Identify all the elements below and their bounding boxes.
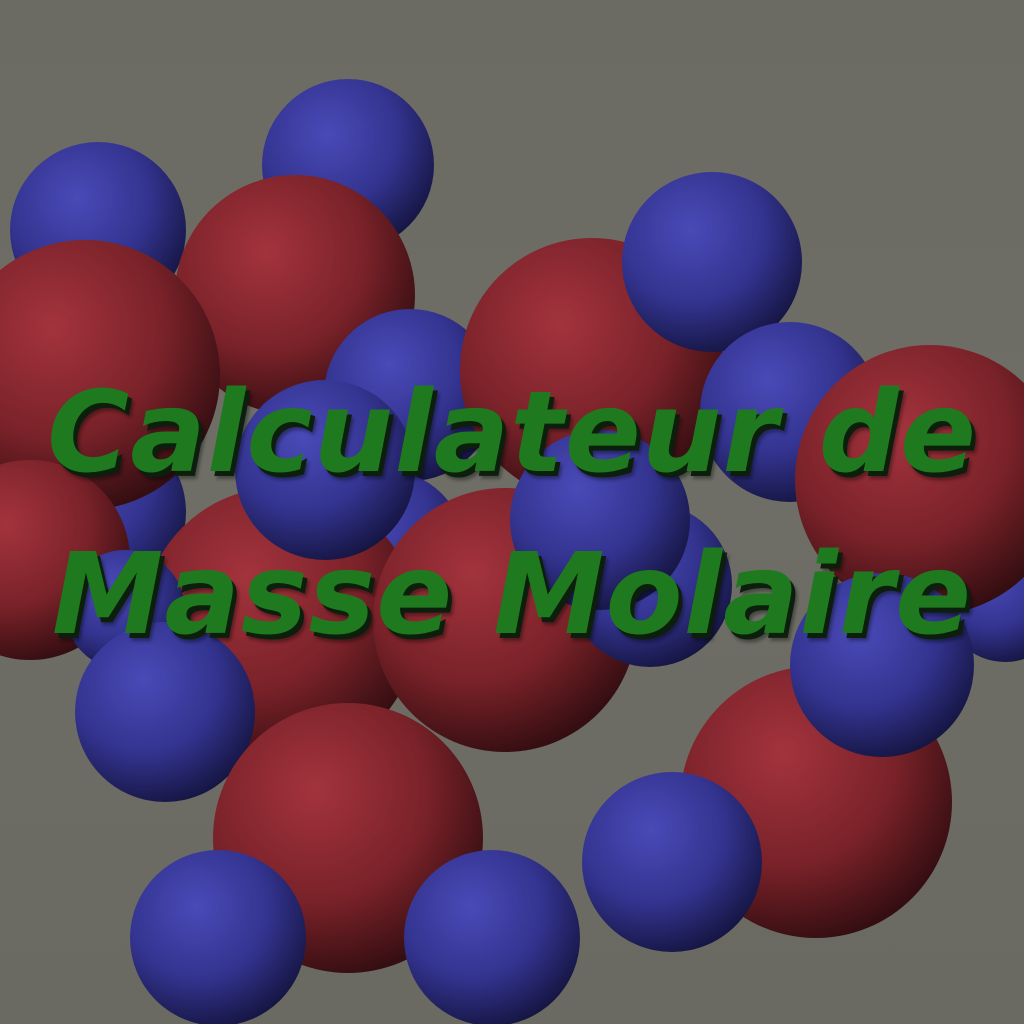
hydrogen-atom [510, 430, 690, 610]
hydrogen-atom [622, 172, 802, 352]
hydrogen-atom [404, 850, 580, 1024]
hydrogen-atom [130, 850, 306, 1024]
app-title-line-2: Masse Molaire [51, 530, 973, 660]
app-title: Calculateur de Masse Molaire [0, 352, 1024, 676]
hydrogen-atom [790, 573, 974, 757]
hydrogen-atom [235, 380, 415, 560]
hydrogen-atom [582, 772, 762, 952]
oxygen-atom [0, 240, 220, 510]
hydrogen-atom [75, 622, 255, 802]
app-title-line-1: Calculateur de [47, 368, 977, 498]
oxygen-atom [795, 345, 1024, 615]
